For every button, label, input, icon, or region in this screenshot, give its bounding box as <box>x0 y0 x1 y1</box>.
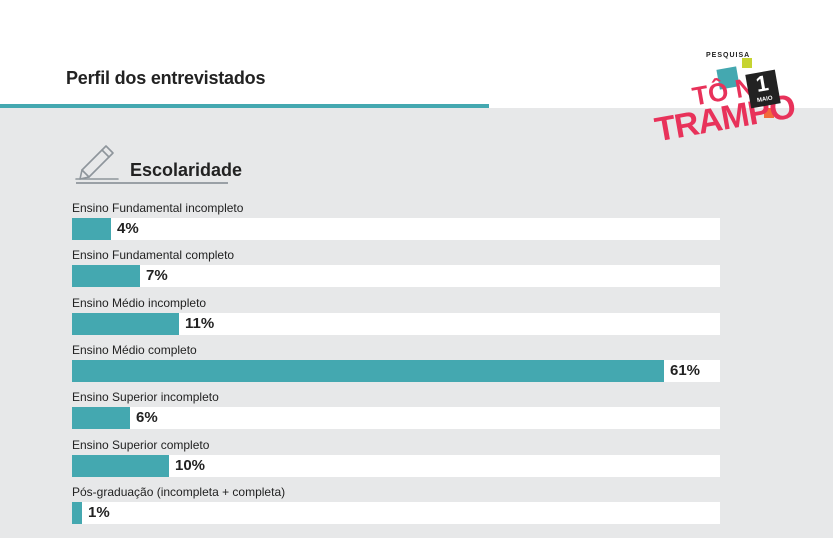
bar-track: 7% <box>72 265 720 287</box>
section-title: Escolaridade <box>130 160 243 180</box>
bar-label: Ensino Médio incompleto <box>72 296 207 310</box>
bar-label: Ensino Fundamental incompleto <box>72 201 244 215</box>
bar-value-label: 7% <box>146 267 168 284</box>
bar-value-label: 11% <box>185 315 215 332</box>
bar-track: 4% <box>72 218 720 240</box>
logo-badge: 1 MAIO <box>745 69 781 109</box>
bar <box>72 455 169 477</box>
bar <box>72 407 130 429</box>
bar-value-label: 61% <box>670 362 701 379</box>
bar-value-label: 10% <box>175 457 206 474</box>
bar-track: 1% <box>72 502 720 524</box>
bar-label: Ensino Fundamental completo <box>72 248 235 262</box>
bar-track: 61% <box>72 360 720 382</box>
bar-track: 11% <box>72 313 720 335</box>
logo: PESQUISA TÔ NO TRAMPO 1 MAIO <box>646 46 798 158</box>
bar <box>72 502 82 524</box>
header: Perfil dos entrevistados <box>0 0 833 108</box>
logo-square-lime <box>742 58 752 68</box>
logo-small-text: PESQUISA <box>706 52 751 59</box>
header-rule <box>0 104 489 108</box>
bar-track: 10% <box>72 455 720 477</box>
bar-value-label: 6% <box>136 409 158 426</box>
logo-square-orange <box>764 108 774 118</box>
bar-label: Ensino Superior incompleto <box>72 390 219 404</box>
section-header: Escolaridade <box>74 140 242 186</box>
bar-label: Pós-graduação (incompleta + completa) <box>72 485 286 499</box>
bar <box>72 218 111 240</box>
bar <box>72 360 664 382</box>
bar-value-label: 1% <box>88 504 110 521</box>
page-title: Perfil dos entrevistados <box>66 68 266 88</box>
section-underline <box>76 182 228 184</box>
pencil-icon <box>75 145 119 180</box>
bar-label: Ensino Superior completo <box>72 438 210 452</box>
bar-value-label: 4% <box>117 220 139 237</box>
bar <box>72 265 140 287</box>
bar-track: 6% <box>72 407 720 429</box>
bar <box>72 313 179 335</box>
bar-label: Ensino Médio completo <box>72 343 197 357</box>
